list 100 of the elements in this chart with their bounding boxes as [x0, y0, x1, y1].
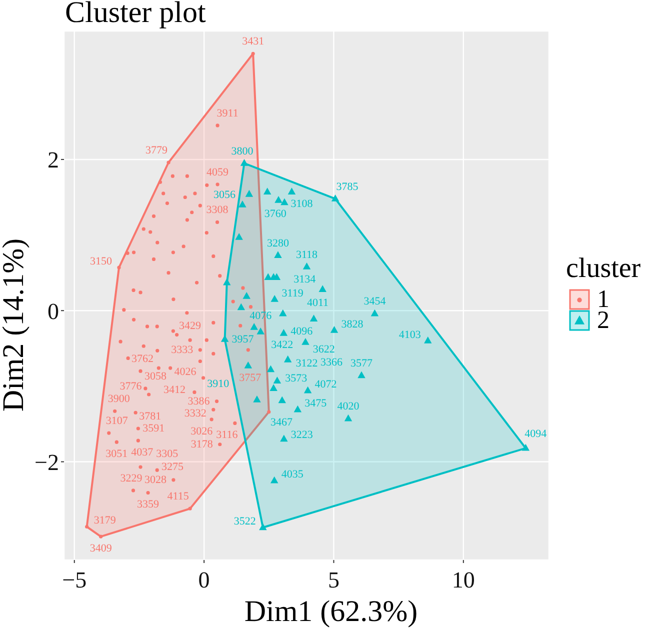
annotation: 4072 [314, 378, 337, 391]
annotation: 3179 [94, 514, 116, 527]
x-tick-label: 0 [198, 567, 210, 592]
annotation: 3305 [156, 448, 179, 460]
annotation: 3275 [162, 461, 184, 474]
annotation: 3359 [137, 498, 160, 511]
point [250, 322, 258, 330]
annotation: 3591 [142, 422, 165, 435]
point [270, 476, 278, 484]
point [280, 328, 288, 336]
annotation: 3911 [216, 107, 238, 120]
annotation: 3900 [108, 393, 130, 406]
annotation: 3107 [106, 415, 128, 428]
point [270, 294, 278, 302]
annotation: 3108 [290, 198, 314, 210]
annotation: 3229 [120, 472, 143, 484]
point [318, 285, 326, 292]
annotation: 3779 [146, 144, 168, 156]
point [273, 376, 282, 384]
point [280, 198, 288, 206]
point [284, 355, 292, 362]
annotation: 4011 [306, 296, 329, 309]
point [344, 414, 352, 422]
point [242, 292, 250, 299]
annotation: 3577 [350, 358, 373, 370]
annotation: 3333 [171, 344, 194, 356]
annotation: 3785 [336, 180, 359, 193]
annotation: 3522 [234, 516, 256, 528]
annotation: 3800 [231, 145, 254, 158]
point [244, 361, 252, 368]
point [235, 233, 243, 240]
annotation: 3828 [341, 318, 364, 330]
point [279, 309, 287, 316]
annotation: 3622 [312, 344, 335, 356]
annotation: 3760 [264, 208, 287, 220]
annotation: 3332 [184, 408, 206, 420]
legend-title: cluster [566, 253, 641, 284]
point [238, 200, 246, 208]
annotation: 4076 [250, 310, 272, 322]
annotation: 3431 [242, 36, 264, 48]
point [424, 336, 432, 344]
annotation: 4020 [337, 400, 360, 413]
point [245, 190, 254, 197]
annotation: 3454 [364, 296, 386, 308]
annotation: 3366 [320, 356, 343, 368]
y-axis-title: Dim2 (14.1%) [0, 238, 30, 412]
annotation: 3910 [207, 378, 230, 390]
annotation: 3150 [90, 256, 112, 268]
point [370, 309, 379, 316]
annotation: 3429 [179, 320, 202, 332]
point [522, 444, 530, 451]
point [256, 327, 264, 334]
annotation: 4096 [290, 325, 314, 338]
y-tick-label: −2 [34, 450, 59, 475]
point [294, 405, 302, 412]
point [270, 384, 278, 392]
point [302, 262, 311, 270]
annotation: 3178 [190, 438, 214, 450]
annotation: 3762 [132, 353, 154, 366]
point [304, 386, 312, 394]
annotation: 3118 [296, 248, 318, 261]
point [274, 251, 282, 258]
x-tick-label: 5 [328, 567, 340, 592]
annotation: 3280 [266, 237, 290, 250]
annotation: 3386 [188, 395, 210, 408]
annotation: 3475 [304, 398, 328, 410]
point [263, 188, 272, 195]
y-tick-label: 2 [48, 148, 59, 173]
annotation: 3058 [144, 370, 167, 382]
point [288, 188, 296, 195]
annotation: 4094 [524, 428, 548, 440]
annotation: 4103 [398, 328, 422, 341]
point [278, 396, 286, 404]
annotation: 3122 [296, 358, 318, 370]
x-axis-title: Dim1 (62.3%) [244, 595, 418, 628]
point [358, 371, 366, 378]
annotation: 3119 [282, 287, 304, 300]
point [253, 395, 261, 402]
annotation: 3573 [285, 372, 308, 385]
annotation: 4026 [174, 366, 197, 378]
annotation: 3223 [290, 429, 314, 442]
x-tick-label: −5 [62, 567, 87, 592]
point [280, 434, 288, 442]
annotation: 3776 [120, 380, 142, 392]
annotation: 3781 [139, 410, 162, 423]
x-tick-label: 10 [452, 567, 475, 592]
point [310, 314, 318, 322]
point [237, 303, 246, 310]
point [266, 365, 275, 372]
point [330, 326, 338, 333]
annotation: 3051 [106, 448, 128, 460]
y-tick-label: 0 [48, 298, 59, 324]
annotation: 3467 [270, 416, 294, 428]
point [240, 158, 248, 166]
point [259, 523, 267, 530]
point [264, 273, 272, 280]
point [302, 338, 310, 345]
annotation: 3412 [163, 384, 186, 396]
annotation: 4059 [206, 166, 230, 178]
annotation: 3056 [213, 188, 236, 201]
